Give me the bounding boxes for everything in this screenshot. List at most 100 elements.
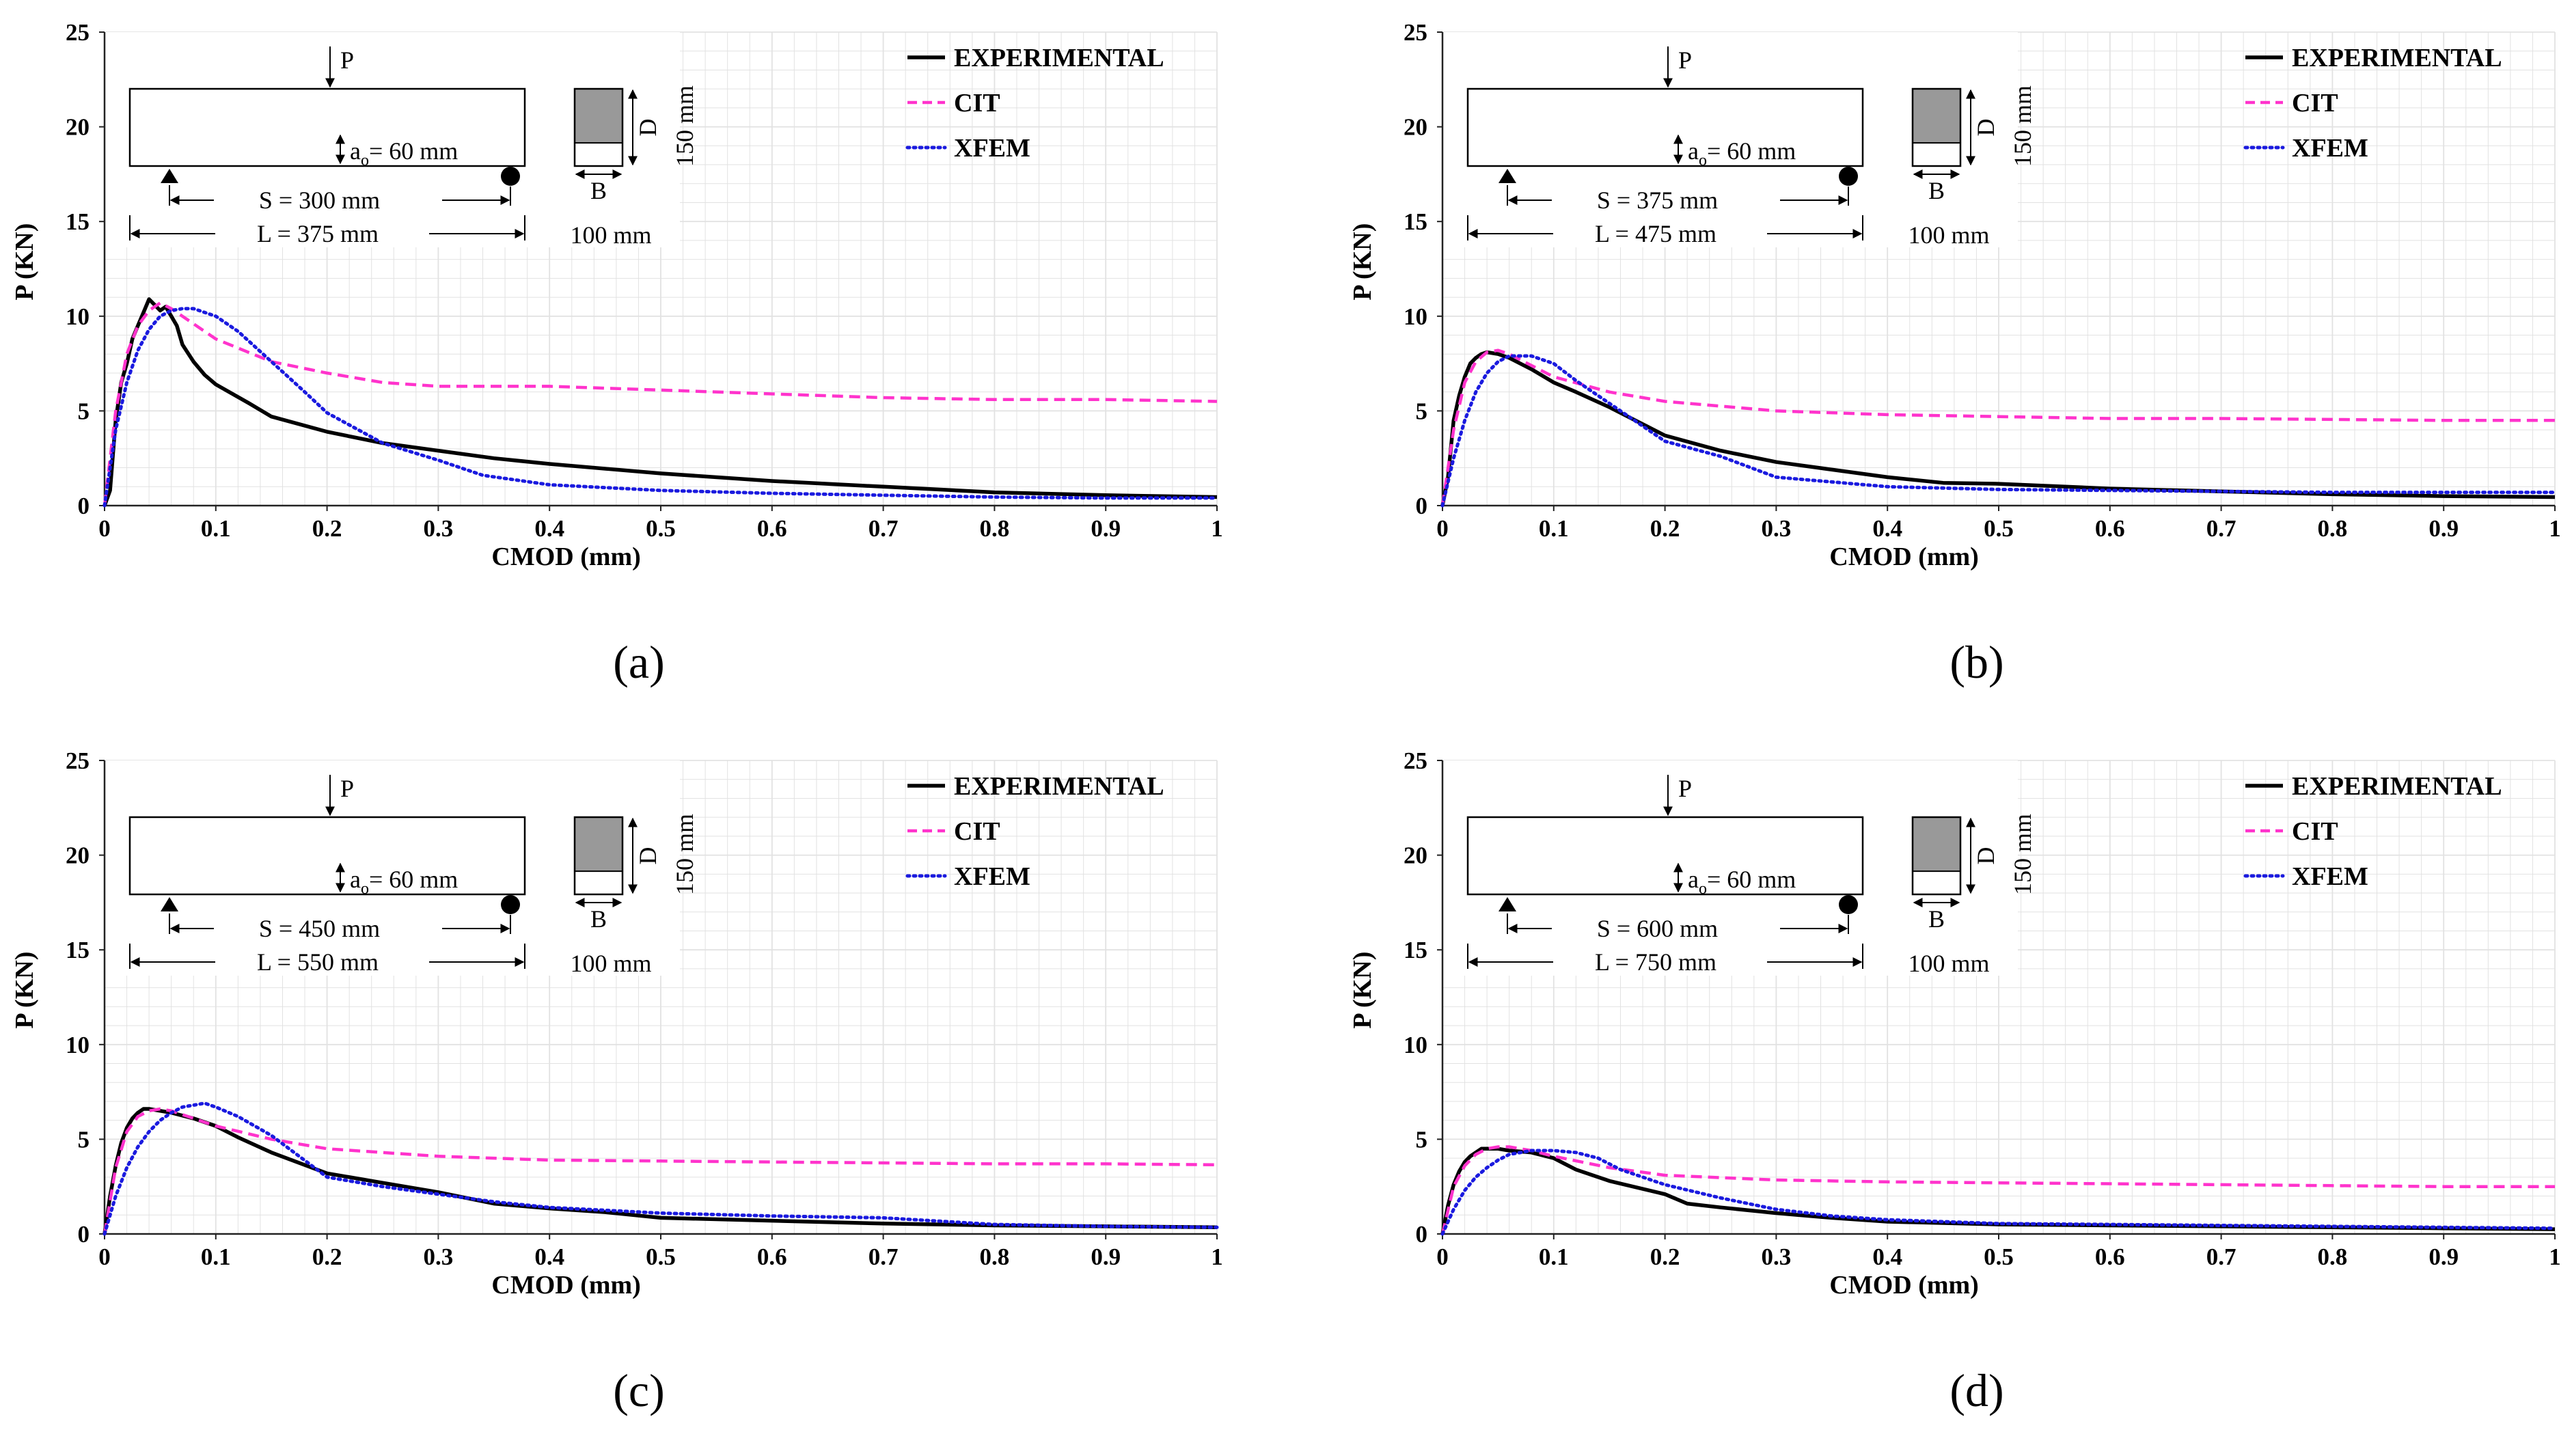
- x-tick-label: 0: [1436, 1244, 1449, 1270]
- y-tick-label: 5: [1416, 1126, 1428, 1153]
- x-tick-label: 0.4: [1872, 1244, 1902, 1270]
- series-line-xfem: [1440, 354, 2557, 508]
- legend: EXPERIMENTAL CIT XFEM: [905, 772, 1164, 891]
- y-tick-label: 0: [78, 1221, 90, 1248]
- legend: EXPERIMENTAL CIT XFEM: [905, 44, 1164, 163]
- section-fill: [1913, 89, 1960, 143]
- breadth-label: B: [1928, 177, 1945, 204]
- x-tick-label: 0.6: [757, 1244, 787, 1270]
- x-axis-title: CMOD (mm): [491, 1271, 640, 1300]
- length-label: L = 375 mm: [257, 220, 379, 247]
- depth-label: D: [1972, 847, 1999, 865]
- span-label: S = 600 mm: [1597, 915, 1718, 942]
- legend-label-cit: CIT: [954, 89, 1000, 118]
- chart-panel-2: 0 0.1 0.2 0.3 0.4 0.5 0.6 0.7 0.8 0.9 10510152025C…: [1348, 19, 2561, 571]
- section-outline: [573, 87, 624, 167]
- x-tick-label: 0: [98, 1244, 111, 1270]
- depth-value: 150 mm: [671, 85, 698, 167]
- x-tick-label: 1: [1211, 1244, 1223, 1270]
- legend-label-cit: CIT: [2292, 89, 2338, 118]
- notch-label: ao= 60 mm: [350, 866, 458, 898]
- x-tick-label: 0.7: [868, 515, 899, 542]
- x-tick-label: 0.4: [534, 1244, 564, 1270]
- panel-label: (c): [613, 1364, 664, 1416]
- roller-support-icon: [501, 167, 520, 186]
- length-label: L = 750 mm: [1595, 948, 1716, 976]
- y-tick-label: 20: [66, 114, 90, 141]
- x-tick-label: 0.3: [424, 1244, 454, 1270]
- y-axis-title: P (KN): [10, 223, 39, 301]
- x-tick-label: 0.5: [646, 515, 676, 542]
- x-tick-label: 0.6: [757, 515, 787, 542]
- load-label: P: [340, 775, 354, 802]
- x-tick-label: 0.1: [201, 515, 231, 542]
- x-tick-label: 0.7: [868, 1244, 899, 1270]
- section-outline: [1911, 87, 1962, 167]
- x-tick-label: 0.2: [1650, 515, 1680, 542]
- x-tick-label: 1: [1211, 515, 1223, 542]
- section-outline: [1911, 816, 1962, 896]
- x-tick-label: 0.8: [980, 515, 1010, 542]
- legend-label-xfem: XFEM: [954, 862, 1030, 891]
- x-tick-label: 0: [1436, 515, 1449, 542]
- legend-label-cit: CIT: [954, 817, 1000, 846]
- series-line-xfem: [102, 307, 1219, 508]
- chart-panel-4: 0 0.1 0.2 0.3 0.4 0.5 0.6 0.7 0.8 0.9 10510152025C…: [1348, 747, 2561, 1300]
- legend-label-experimental: EXPERIMENTAL: [954, 44, 1164, 72]
- load-label: P: [1678, 46, 1692, 74]
- x-tick-label: 0.1: [1539, 1244, 1569, 1270]
- breadth-value: 100 mm: [1908, 950, 1989, 977]
- x-tick-label: 0.3: [424, 515, 454, 542]
- beam-schematic: Pao= 60 mm S = 600 mm L = 750 mm D 150 mm B 10…: [1466, 775, 2036, 977]
- y-tick-label: 25: [66, 19, 90, 46]
- x-tick-label: 0.9: [1091, 515, 1121, 542]
- x-tick-label: 0.9: [2429, 515, 2459, 542]
- x-tick-label: 0.2: [1650, 1244, 1680, 1270]
- beam-outline: [128, 816, 526, 896]
- pin-support-icon: [1499, 169, 1516, 183]
- breadth-label: B: [1928, 905, 1945, 933]
- x-tick-label: 0.5: [1984, 515, 2014, 542]
- pin-support-icon: [1499, 897, 1516, 911]
- x-tick-label: 1: [2549, 1244, 2561, 1270]
- y-tick-label: 10: [1404, 303, 1427, 330]
- series-line-cit: [1440, 1145, 2555, 1235]
- y-axis-title: P (KN): [1348, 952, 1377, 1029]
- y-tick-label: 15: [1404, 937, 1427, 963]
- x-tick-label: 0.3: [1762, 515, 1792, 542]
- series-line-xfem: [102, 1101, 1219, 1236]
- depth-label: D: [634, 119, 661, 137]
- series-line-experimental: [102, 297, 1218, 506]
- span-label: S = 450 mm: [259, 915, 380, 942]
- x-tick-label: 0.8: [2318, 1244, 2348, 1270]
- series-line-experimental: [1440, 1146, 2556, 1235]
- series-line-experimental: [102, 1107, 1218, 1235]
- x-tick-label: 0.9: [1091, 1244, 1121, 1270]
- x-tick-label: 0.2: [312, 515, 342, 542]
- x-tick-label: 0.6: [2095, 515, 2125, 542]
- y-tick-label: 25: [1404, 19, 1427, 46]
- span-label: S = 375 mm: [1597, 187, 1718, 214]
- notch-label: ao= 60 mm: [1688, 137, 1796, 169]
- y-tick-label: 0: [1416, 1221, 1428, 1248]
- beam-schematic: Pao= 60 mm S = 450 mm L = 550 mm D 150 mm B 10…: [128, 775, 698, 977]
- x-tick-label: 0.1: [201, 1244, 231, 1270]
- breadth-label: B: [590, 177, 607, 204]
- span-label: S = 300 mm: [259, 187, 380, 214]
- x-axis-title: CMOD (mm): [491, 542, 640, 571]
- breadth-value: 100 mm: [1908, 221, 1989, 249]
- length-label: L = 475 mm: [1595, 220, 1716, 247]
- y-axis-title: P (KN): [1348, 223, 1377, 301]
- x-axis-title: CMOD (mm): [1829, 542, 1978, 571]
- y-tick-label: 10: [66, 1032, 90, 1058]
- pin-support-icon: [161, 897, 178, 911]
- x-tick-label: 0.4: [534, 515, 564, 542]
- legend: EXPERIMENTAL CIT XFEM: [2243, 44, 2502, 163]
- section-outline: [573, 816, 624, 896]
- roller-support-icon: [1839, 167, 1858, 186]
- legend-label-cit: CIT: [2292, 817, 2338, 846]
- y-tick-label: 15: [1404, 208, 1427, 235]
- load-label: P: [1678, 775, 1692, 802]
- beam-outline: [128, 87, 526, 167]
